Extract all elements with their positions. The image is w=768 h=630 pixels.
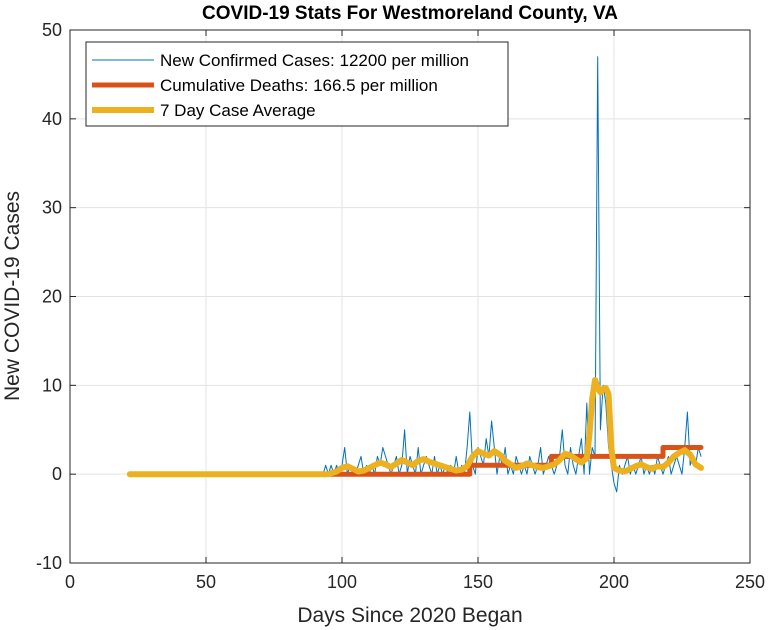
x-tick-label: 50: [196, 572, 216, 592]
x-tick-label: 250: [735, 572, 765, 592]
x-axis-label: Days Since 2020 Began: [297, 604, 522, 627]
y-tick-label: -10: [36, 553, 62, 573]
chart-title: COVID-19 Stats For Westmoreland County, …: [202, 3, 618, 24]
y-tick-label: 10: [42, 375, 62, 395]
legend-label-7day-avg: 7 Day Case Average: [160, 101, 316, 120]
x-tick-label: 0: [65, 572, 75, 592]
y-axis-label: New COVID-19 Cases: [1, 191, 24, 401]
legend: New Confirmed Cases: 12200 per million C…: [86, 42, 508, 126]
legend-label-new-cases: New Confirmed Cases: 12200 per million: [160, 51, 469, 70]
y-tick-label: 40: [42, 109, 62, 129]
x-tick-label: 150: [463, 572, 493, 592]
x-tick-label: 200: [599, 572, 629, 592]
legend-label-deaths: Cumulative Deaths: 166.5 per million: [160, 76, 438, 95]
y-tick-label: 20: [42, 287, 62, 307]
y-tick-label: 50: [42, 20, 62, 40]
x-tick-label: 100: [327, 572, 357, 592]
y-tick-label: 0: [52, 464, 62, 484]
y-tick-label: 30: [42, 198, 62, 218]
